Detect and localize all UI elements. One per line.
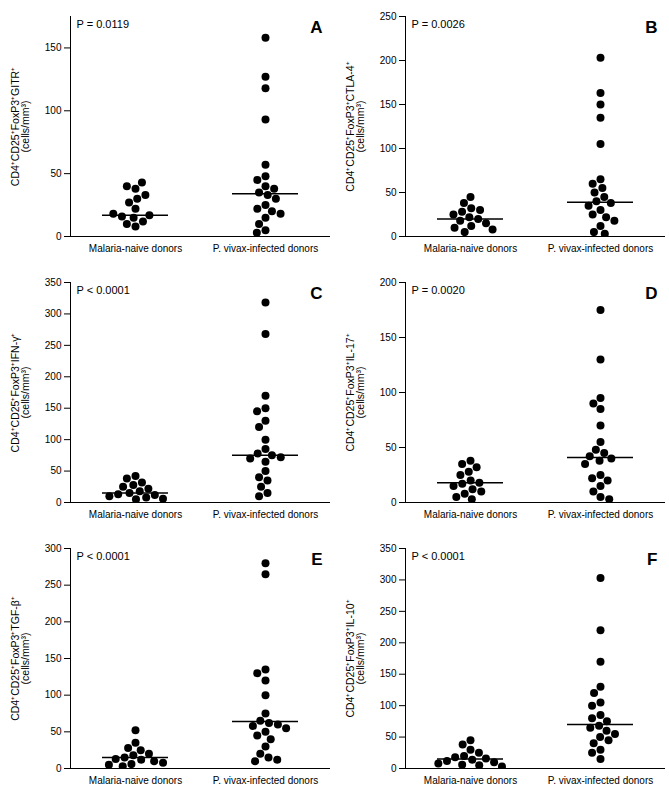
- svg-text:0: 0: [391, 231, 397, 242]
- svg-text:250: 250: [380, 11, 397, 22]
- svg-text:250: 250: [45, 340, 62, 351]
- svg-text:P < 0.0001: P < 0.0001: [412, 550, 465, 562]
- svg-text:300: 300: [45, 308, 62, 319]
- svg-text:250: 250: [380, 606, 397, 617]
- svg-text:P. vivax-infected donors: P. vivax-infected donors: [548, 775, 653, 786]
- svg-text:0: 0: [56, 763, 62, 774]
- svg-text:50: 50: [385, 442, 397, 453]
- svg-text:A: A: [310, 18, 322, 37]
- svg-text:100: 100: [45, 689, 62, 700]
- svg-text:150: 150: [45, 402, 62, 413]
- svg-text:200: 200: [45, 371, 62, 382]
- svg-text:200: 200: [380, 55, 397, 66]
- svg-text:Malaria-naive donors: Malaria-naive donors: [89, 775, 182, 786]
- svg-text:CD4⁺CD25⁺FoxP3⁺IFN-γ⁺(cells/mm: CD4⁺CD25⁺FoxP3⁺IFN-γ⁺(cells/mm³): [9, 333, 32, 453]
- svg-text:P = 0.0020: P = 0.0020: [412, 284, 465, 296]
- svg-text:100: 100: [380, 387, 397, 398]
- svg-text:Malaria-naive donors: Malaria-naive donors: [424, 243, 517, 254]
- svg-text:150: 150: [380, 332, 397, 343]
- svg-text:C: C: [310, 284, 322, 303]
- svg-text:P. vivax-infected donors: P. vivax-infected donors: [548, 243, 653, 254]
- svg-text:50: 50: [385, 187, 397, 198]
- svg-text:100: 100: [45, 105, 62, 116]
- svg-text:P < 0.0001: P < 0.0001: [77, 550, 130, 562]
- svg-text:CD4⁺CD25⁺FoxP3⁺CTLA-4⁺(cells/m: CD4⁺CD25⁺FoxP3⁺CTLA-4⁺(cells/mm³): [344, 61, 367, 191]
- svg-text:0: 0: [391, 497, 397, 508]
- svg-text:0: 0: [56, 231, 62, 242]
- svg-text:P. vivax-infected donors: P. vivax-infected donors: [213, 243, 318, 254]
- svg-text:Malaria-naive donors: Malaria-naive donors: [89, 509, 182, 520]
- svg-text:100: 100: [380, 143, 397, 154]
- svg-text:50: 50: [50, 465, 62, 476]
- svg-text:Malaria-naive donors: Malaria-naive donors: [424, 775, 517, 786]
- svg-text:Malaria-naive donors: Malaria-naive donors: [89, 243, 182, 254]
- svg-text:300: 300: [380, 574, 397, 585]
- svg-text:350: 350: [45, 277, 62, 288]
- svg-text:CD4⁺CD25⁺FoxP3⁺TGF-β⁺(cells/mm: CD4⁺CD25⁺FoxP3⁺TGF-β⁺(cells/mm³): [9, 596, 32, 721]
- svg-text:0: 0: [391, 763, 397, 774]
- svg-text:E: E: [311, 550, 322, 569]
- svg-text:CD4⁺CD25⁺FoxP3⁺GITR⁺(cells/mm³: CD4⁺CD25⁺FoxP3⁺GITR⁺(cells/mm³): [9, 67, 32, 186]
- svg-text:B: B: [645, 18, 657, 37]
- svg-text:200: 200: [380, 637, 397, 648]
- svg-text:P. vivax-infected donors: P. vivax-infected donors: [213, 509, 318, 520]
- svg-text:50: 50: [50, 726, 62, 737]
- svg-text:150: 150: [45, 653, 62, 664]
- svg-text:P. vivax-infected donors: P. vivax-infected donors: [548, 509, 653, 520]
- svg-text:D: D: [645, 284, 657, 303]
- svg-text:CD4⁺CD25⁺FoxP3⁺IL-17⁺(cells/mm: CD4⁺CD25⁺FoxP3⁺IL-17⁺(cells/mm³): [344, 333, 367, 451]
- svg-text:150: 150: [45, 42, 62, 53]
- svg-text:300: 300: [45, 543, 62, 554]
- svg-text:350: 350: [380, 543, 397, 554]
- svg-text:P < 0.0001: P < 0.0001: [77, 284, 130, 296]
- svg-text:250: 250: [45, 579, 62, 590]
- svg-text:P = 0.0026: P = 0.0026: [412, 18, 465, 30]
- svg-text:50: 50: [385, 731, 397, 742]
- svg-text:200: 200: [380, 277, 397, 288]
- svg-text:Malaria-naive donors: Malaria-naive donors: [424, 509, 517, 520]
- svg-text:100: 100: [380, 700, 397, 711]
- svg-text:F: F: [647, 550, 657, 569]
- svg-text:150: 150: [380, 668, 397, 679]
- svg-text:50: 50: [50, 168, 62, 179]
- svg-text:0: 0: [56, 497, 62, 508]
- svg-text:CD4⁺CD25⁺FoxP3⁺IL-10⁺(cells/mm: CD4⁺CD25⁺FoxP3⁺IL-10⁺(cells/mm³): [344, 599, 367, 717]
- svg-text:200: 200: [45, 616, 62, 627]
- svg-text:150: 150: [380, 99, 397, 110]
- svg-text:P = 0.0119: P = 0.0119: [77, 18, 130, 30]
- svg-text:100: 100: [45, 434, 62, 445]
- svg-text:P. vivax-infected donors: P. vivax-infected donors: [213, 775, 318, 786]
